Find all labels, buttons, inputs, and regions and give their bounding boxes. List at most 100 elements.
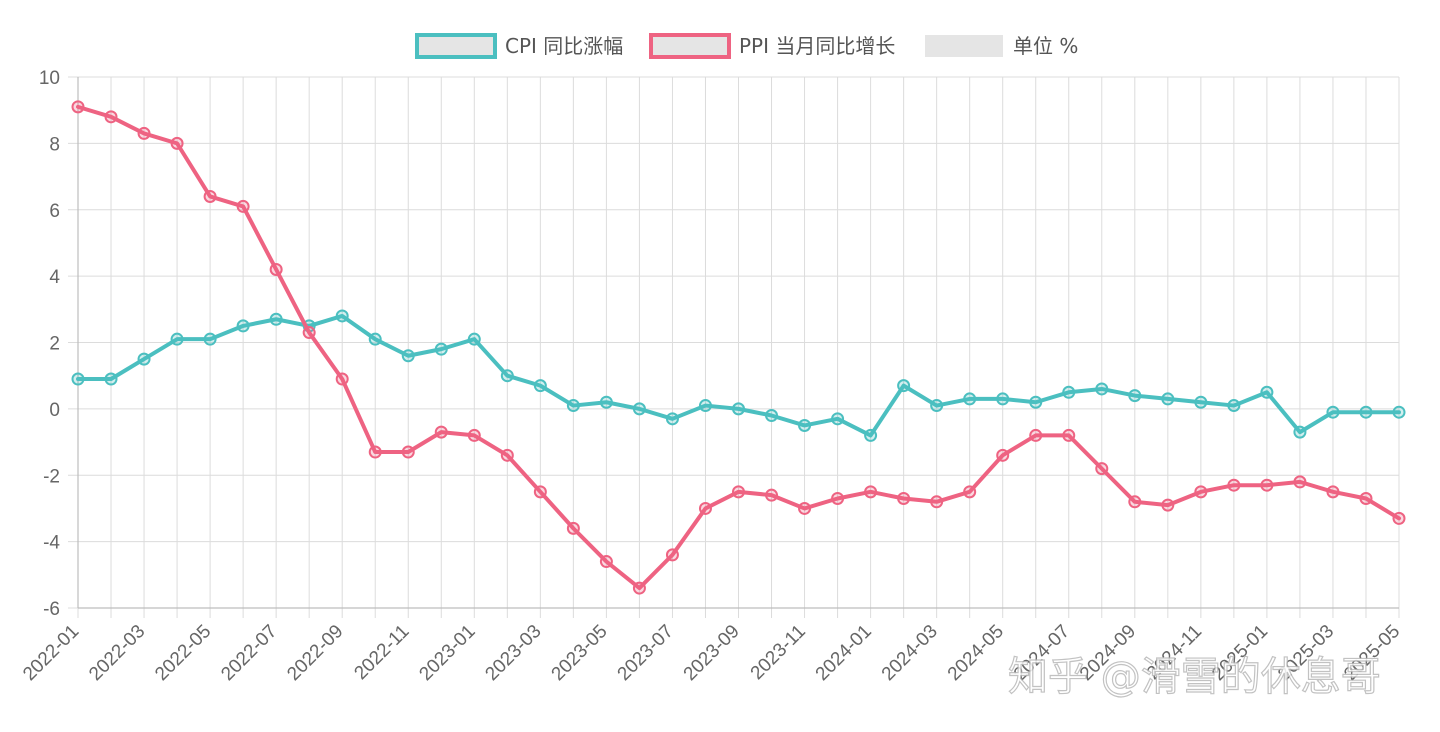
data-point[interactable] [1326,485,1340,499]
data-point[interactable] [897,491,911,505]
data-point[interactable] [599,395,613,409]
data-point[interactable] [137,352,151,366]
data-point[interactable] [203,332,217,346]
data-point[interactable] [368,445,382,459]
data-point[interactable] [1194,395,1208,409]
data-point[interactable] [1392,405,1406,419]
data-point[interactable] [236,199,250,213]
x-tick-label: 2022-01 [19,621,83,685]
data-point[interactable] [1293,475,1307,489]
data-point[interactable] [1359,405,1373,419]
data-point[interactable] [401,445,415,459]
data-point[interactable] [1161,392,1175,406]
data-point[interactable] [104,110,118,124]
data-point[interactable] [930,399,944,413]
data-point[interactable] [698,399,712,413]
data-point[interactable] [1161,498,1175,512]
data-point[interactable] [1029,428,1043,442]
data-point[interactable] [1128,389,1142,403]
data-point[interactable] [236,319,250,333]
data-point[interactable] [368,332,382,346]
legend[interactable]: CPI 同比涨幅 PPI 当月同比增长 单位 % [415,33,1078,59]
legend-swatch[interactable] [415,33,497,59]
data-point[interactable] [864,485,878,499]
data-point[interactable] [1227,478,1241,492]
data-point[interactable] [434,425,448,439]
data-point[interactable] [335,372,349,386]
data-point[interactable] [1326,405,1340,419]
data-point[interactable] [996,448,1010,462]
data-point[interactable] [533,485,547,499]
series-layer [71,100,1406,595]
data-point[interactable] [1095,462,1109,476]
data-point[interactable] [765,488,779,502]
data-point[interactable] [1194,485,1208,499]
data-point[interactable] [1227,399,1241,413]
x-tick-label: 2022-09 [283,621,347,685]
data-point[interactable] [1128,495,1142,509]
data-point[interactable] [302,326,316,340]
data-point[interactable] [864,428,878,442]
data-point[interactable] [996,392,1010,406]
data-point[interactable] [732,485,745,499]
data-point[interactable] [401,349,415,363]
data-point[interactable] [963,485,977,499]
data-point[interactable] [1293,425,1307,439]
data-point[interactable] [1029,395,1043,409]
data-point[interactable] [104,372,118,386]
legend-label[interactable]: 单位 % [1013,34,1078,58]
data-point[interactable] [930,495,944,509]
data-point[interactable] [798,418,812,432]
data-point[interactable] [798,501,812,515]
data-point[interactable] [467,428,481,442]
data-point[interactable] [1392,511,1406,525]
data-point[interactable] [434,342,448,356]
data-point[interactable] [1062,385,1076,399]
legend-label[interactable]: CPI 同比涨幅 [505,34,623,58]
data-point[interactable] [665,412,679,426]
data-point[interactable] [963,392,977,406]
data-point[interactable] [831,412,845,426]
legend-swatch[interactable] [925,35,1003,57]
y-tick-label: 4 [49,267,60,288]
data-point[interactable] [732,402,745,416]
data-point[interactable] [897,379,911,393]
data-point[interactable] [71,100,85,114]
data-point[interactable] [170,136,184,150]
data-point[interactable] [467,332,481,346]
data-point[interactable] [1062,428,1076,442]
data-point[interactable] [269,312,283,326]
data-point[interactable] [500,369,514,383]
data-point[interactable] [1260,478,1274,492]
data-point[interactable] [566,399,580,413]
data-point[interactable] [500,448,514,462]
y-tick-label: -6 [43,599,60,620]
data-point[interactable] [632,402,646,416]
y-tick-label: -2 [43,466,60,487]
legend-swatch[interactable] [649,33,731,59]
data-point[interactable] [698,501,712,515]
data-point[interactable] [137,126,151,140]
data-point[interactable] [533,379,547,393]
data-point[interactable] [566,521,580,535]
y-tick-label: 2 [49,334,60,355]
data-point[interactable] [170,332,184,346]
data-point[interactable] [632,581,646,595]
data-point[interactable] [203,189,217,203]
x-tick-label: 2023-09 [680,621,744,685]
data-point[interactable] [665,548,679,562]
legend-label[interactable]: PPI 当月同比增长 [739,34,895,58]
data-point[interactable] [599,555,613,569]
data-point[interactable] [1359,491,1373,505]
data-point[interactable] [831,491,845,505]
x-tick-label: 2023-05 [548,621,612,685]
data-point[interactable] [71,372,85,386]
data-point[interactable] [765,409,779,423]
data-point[interactable] [335,309,349,323]
data-point[interactable] [269,262,283,276]
data-point[interactable] [1260,385,1274,399]
data-point[interactable] [1095,382,1109,396]
y-tick-label: 10 [39,68,60,89]
